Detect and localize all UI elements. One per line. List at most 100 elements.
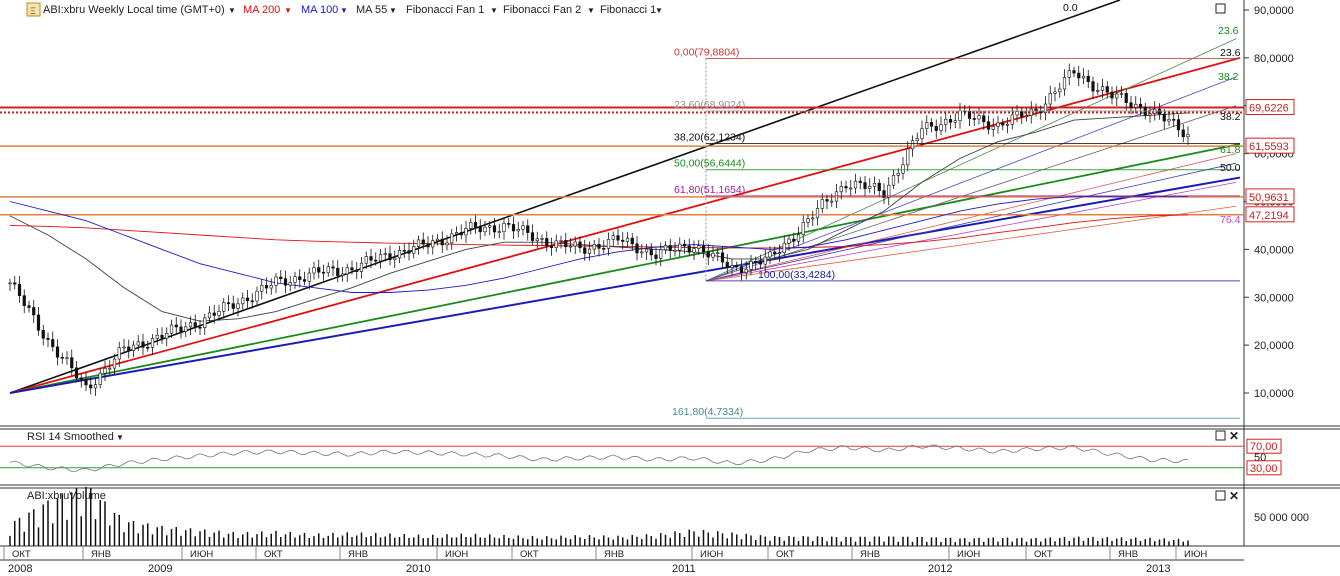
candle-body xyxy=(226,302,231,304)
candle-body xyxy=(421,239,425,245)
chevron-down-icon[interactable]: ▼ xyxy=(655,6,663,15)
volume-tick-label: 50 000 000 xyxy=(1254,512,1309,524)
candle-body xyxy=(792,238,796,242)
candle-body xyxy=(868,185,872,189)
candle-body xyxy=(716,252,720,255)
candle-body xyxy=(996,122,1000,127)
close-icon[interactable]: ✕ xyxy=(1229,489,1239,503)
price-badge xyxy=(1245,137,1295,154)
candle-body xyxy=(255,290,259,302)
candle-body xyxy=(359,262,364,272)
candle-body xyxy=(516,229,520,232)
candle-body xyxy=(1015,111,1019,116)
candle-body xyxy=(383,253,387,255)
candle-body xyxy=(701,245,706,252)
candle-body xyxy=(744,269,748,273)
candle-body xyxy=(317,267,321,273)
price-badge xyxy=(1245,188,1295,205)
symbol-title[interactable]: ABI:xbru Weekly Local time (GMT+0) xyxy=(43,4,225,16)
candle-body xyxy=(122,346,126,349)
candle-body xyxy=(635,243,639,254)
ma55-label[interactable]: MA 55 xyxy=(356,4,387,16)
ma200-label[interactable]: MA 200 xyxy=(243,4,280,16)
rsi-title[interactable]: RSI 14 Smoothed xyxy=(27,431,114,443)
candle-body xyxy=(526,225,530,233)
chevron-down-icon[interactable]: ▼ xyxy=(284,6,292,15)
candle-body xyxy=(825,199,829,202)
candle-body xyxy=(464,228,468,236)
candle-body xyxy=(739,266,744,273)
y-tick-label: 90,0000 xyxy=(1254,5,1294,17)
fibonacci-fan-1-label[interactable]: Fibonacci Fan 1 xyxy=(406,4,484,16)
candle-body xyxy=(587,248,592,254)
fib-level-label: 23,60(68,9024) xyxy=(674,99,745,111)
fibonacci-fan-2-label[interactable]: Fibonacci Fan 2 xyxy=(503,4,581,16)
candle-body xyxy=(830,200,834,203)
candle-body xyxy=(1181,129,1185,138)
candle-body xyxy=(934,125,938,131)
maximize-icon[interactable] xyxy=(1215,430,1226,441)
candle-body xyxy=(1020,111,1024,117)
close-icon[interactable]: ✕ xyxy=(1229,429,1239,443)
candle-body xyxy=(435,238,440,241)
fan-label: 38.2 xyxy=(1220,111,1241,123)
ma100-label[interactable]: MA 100 xyxy=(301,4,338,16)
candle-body xyxy=(264,285,269,289)
candle-body xyxy=(991,126,995,130)
year-label: 2013 xyxy=(1146,563,1170,575)
maximize-icon[interactable] xyxy=(1215,490,1226,501)
candle-body xyxy=(663,245,668,251)
candle-body xyxy=(735,265,739,268)
candle-body xyxy=(706,251,710,258)
month-label: ЯНВ xyxy=(91,549,111,560)
candle-body xyxy=(478,226,482,233)
price-badge-label: 47,2194 xyxy=(1249,210,1289,222)
candle-body xyxy=(545,238,549,246)
candle-body xyxy=(450,233,454,244)
candle-body xyxy=(331,266,335,269)
fan-label: 38.2 xyxy=(1218,71,1239,83)
candle-body xyxy=(288,282,292,286)
candle-body xyxy=(13,282,17,285)
candle-body xyxy=(763,256,767,265)
maximize-icon[interactable] xyxy=(1215,3,1226,14)
candle-body xyxy=(222,302,226,312)
chevron-down-icon[interactable]: ▼ xyxy=(116,433,124,442)
candle-body xyxy=(597,244,601,249)
candle-body xyxy=(967,110,972,119)
chevron-down-icon[interactable]: ▼ xyxy=(228,6,236,15)
candle-body xyxy=(972,118,976,120)
fan2-line xyxy=(705,153,1237,282)
symbol-icon[interactable] xyxy=(26,2,41,17)
chevron-down-icon[interactable]: ▼ xyxy=(490,6,498,15)
chevron-down-icon[interactable]: ▼ xyxy=(389,6,397,15)
candle-body xyxy=(8,282,12,285)
candle-body xyxy=(203,317,207,328)
candle-body xyxy=(459,232,463,236)
month-label: ИЮН xyxy=(190,549,213,560)
candle-body xyxy=(530,232,535,241)
candle-body xyxy=(355,269,359,272)
candle-body xyxy=(93,384,98,389)
candle-body xyxy=(36,314,41,331)
chevron-down-icon[interactable]: ▼ xyxy=(587,6,595,15)
month-label: ОКТ xyxy=(520,549,539,560)
candle-body xyxy=(944,118,948,125)
candle-body xyxy=(1162,113,1166,122)
candle-body xyxy=(521,225,525,230)
candle-body xyxy=(245,297,250,302)
month-label: ОКТ xyxy=(12,549,31,560)
candle-body xyxy=(511,224,516,232)
chevron-down-icon[interactable]: ▼ xyxy=(340,6,348,15)
fibonacci-1-label[interactable]: Fibonacci 1 xyxy=(600,4,656,16)
candle-body xyxy=(402,250,406,252)
candle-body xyxy=(150,338,155,348)
candle-body xyxy=(673,249,677,252)
candle-body xyxy=(687,245,691,253)
fan-label: 23.6 xyxy=(1220,47,1241,59)
candle-body xyxy=(108,367,112,370)
candle-body xyxy=(782,242,786,253)
